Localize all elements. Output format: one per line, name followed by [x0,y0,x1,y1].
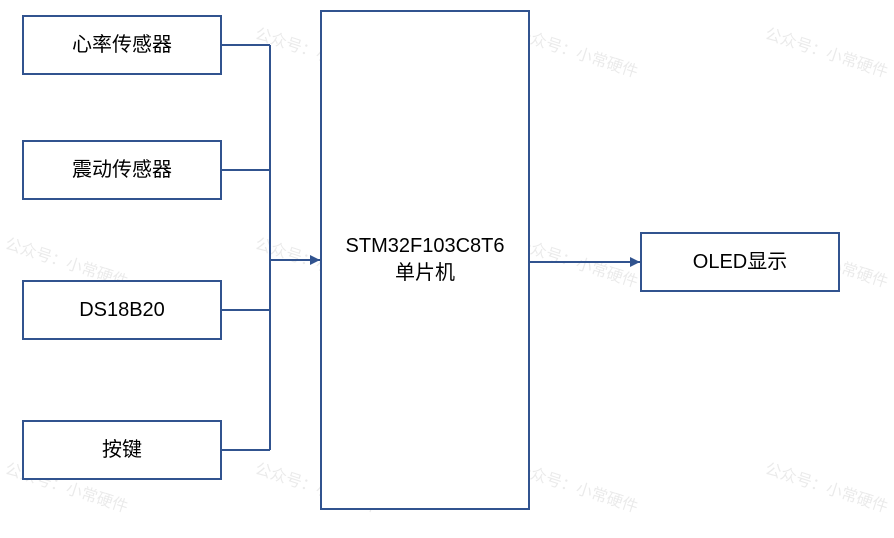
node-label: 心率传感器 [72,32,172,59]
diagram-stage: 公众号：小常硬件公众号：小常硬件公众号：小常硬件公众号：小常硬件公众号：小常硬件… [0,0,894,538]
node-label: STM32F103C8T6 单片机 [346,233,505,287]
node-label: 震动传感器 [72,157,172,184]
node-mcu: STM32F103C8T6 单片机 [320,10,530,510]
watermark-text: 公众号：小常硬件 [513,230,642,292]
watermark-text: 公众号：小常硬件 [763,455,892,517]
node-label: 按键 [102,437,142,464]
node-ds18b20: DS18B20 [22,280,222,340]
watermark-text: 公众号：小常硬件 [763,20,892,82]
node-heart-rate-sensor: 心率传感器 [22,15,222,75]
node-button: 按键 [22,420,222,480]
watermark-text: 公众号：小常硬件 [513,455,642,517]
watermark-text: 公众号：小常硬件 [513,20,642,82]
node-label: OLED显示 [693,249,787,276]
node-oled: OLED显示 [640,232,840,292]
node-vibration-sensor: 震动传感器 [22,140,222,200]
node-label: DS18B20 [79,297,165,324]
